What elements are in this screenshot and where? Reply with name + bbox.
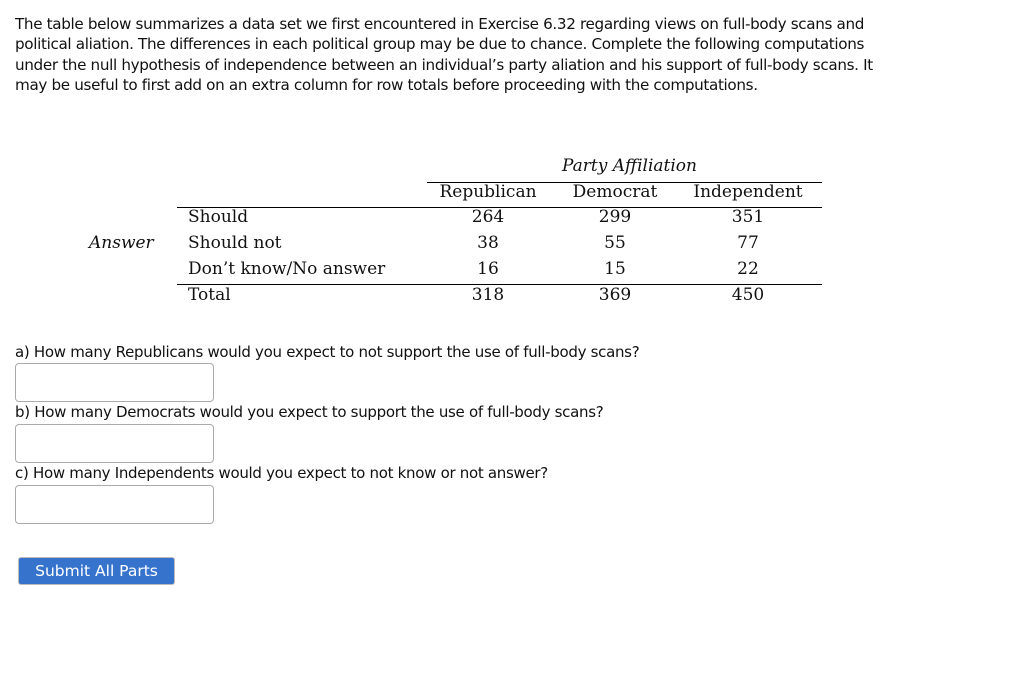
cell: 77 bbox=[737, 233, 759, 253]
cell: 299 bbox=[598, 207, 632, 227]
cell: 369 bbox=[598, 285, 632, 305]
cell: 15 bbox=[604, 259, 626, 279]
column-header-republican: Republican bbox=[439, 182, 537, 202]
cell: 38 bbox=[477, 233, 499, 253]
answer-b-input[interactable] bbox=[15, 424, 214, 463]
column-header-independent: Independent bbox=[693, 182, 803, 202]
submit-all-parts-button[interactable]: Submit All Parts bbox=[18, 557, 175, 585]
question-c: c) How many Independents would you expec… bbox=[15, 464, 548, 482]
row-label-should: Should bbox=[188, 207, 249, 227]
divider bbox=[177, 284, 822, 285]
divider bbox=[177, 207, 822, 208]
question-a: a) How many Republicans would you expect… bbox=[15, 343, 640, 361]
cell: 264 bbox=[471, 207, 505, 227]
divider bbox=[427, 182, 822, 183]
cell: 22 bbox=[737, 259, 759, 279]
row-label-dont-know: Don’t know/No answer bbox=[188, 259, 386, 279]
cell: 450 bbox=[731, 285, 765, 305]
column-header-democrat: Democrat bbox=[572, 182, 658, 202]
row-label-should-not: Should not bbox=[188, 233, 282, 253]
problem-intro: The table below summarizes a data set we… bbox=[15, 15, 873, 95]
cell: 318 bbox=[471, 285, 505, 305]
answer-a-input[interactable] bbox=[15, 363, 214, 402]
cell: 351 bbox=[731, 207, 765, 227]
column-group-label: Party Affiliation bbox=[562, 156, 697, 176]
cell: 16 bbox=[477, 259, 499, 279]
row-label-total: Total bbox=[188, 285, 231, 305]
question-b: b) How many Democrats would you expect t… bbox=[15, 403, 604, 421]
row-group-label: Answer bbox=[89, 233, 154, 253]
answer-c-input[interactable] bbox=[15, 485, 214, 524]
cell: 55 bbox=[604, 233, 626, 253]
